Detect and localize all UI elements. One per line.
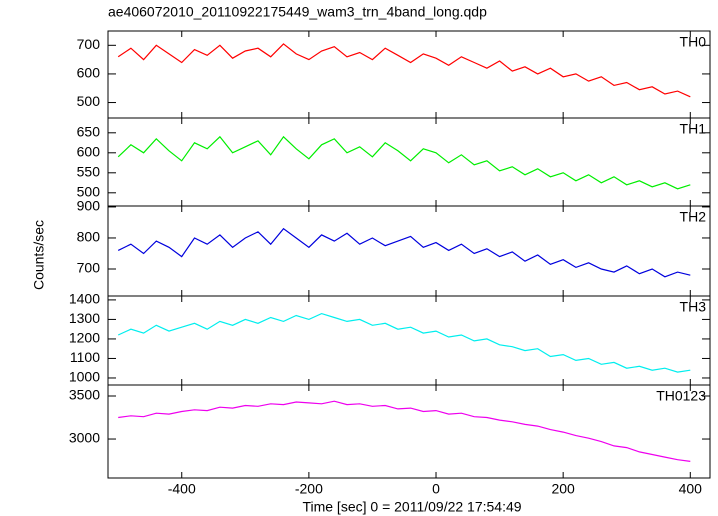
panel-label: TH2 — [680, 209, 707, 225]
y-tick-label: 1200 — [69, 330, 100, 346]
light-curve — [117, 312, 691, 373]
panel-frame — [107, 384, 711, 479]
y-tick-label: 550 — [77, 164, 101, 180]
y-tick-label: 800 — [77, 229, 101, 245]
y-tick-label: 1300 — [69, 310, 100, 326]
y-tick-label: 600 — [77, 144, 101, 160]
y-axis-label: Counts/sec — [31, 220, 47, 290]
x-tick-label: 0 — [432, 481, 440, 497]
y-tick-label: 1000 — [69, 369, 100, 385]
panel-frame — [107, 30, 711, 119]
light-curve — [117, 227, 691, 278]
panel-label: TH3 — [680, 299, 707, 315]
panel-frame — [107, 295, 711, 386]
x-axis-label: Time [sec] 0 = 2011/09/22 17:54:49 — [302, 499, 521, 515]
y-tick-label: 3000 — [69, 430, 100, 446]
y-tick-label: 650 — [77, 124, 101, 140]
y-tick-label: 500 — [77, 184, 101, 200]
x-tick-label: 200 — [551, 481, 575, 497]
panel-label: TH0 — [680, 34, 707, 50]
light-curve — [117, 135, 691, 190]
panel-frame — [107, 205, 711, 297]
y-tick-label: 500 — [77, 93, 101, 109]
x-tick-label: -400 — [168, 481, 196, 497]
y-tick-label: 1400 — [69, 291, 100, 307]
y-tick-label: 1100 — [70, 349, 100, 365]
y-tick-label: 3500 — [69, 387, 100, 403]
y-tick-label: 700 — [77, 260, 101, 276]
chart-title: ae406072010_20110922175449_wam3_trn_4ban… — [108, 4, 487, 20]
light-curve — [117, 43, 691, 98]
panel-label: TH1 — [680, 121, 707, 137]
panel-label: TH0123 — [656, 388, 706, 404]
y-tick-label: 600 — [77, 65, 101, 81]
y-tick-label: 700 — [77, 36, 101, 52]
y-tick-label: 900 — [77, 198, 101, 214]
panel-frame — [107, 117, 711, 207]
x-tick-label: 400 — [679, 481, 703, 497]
x-tick-label: -200 — [295, 481, 323, 497]
light-curve — [118, 400, 691, 462]
